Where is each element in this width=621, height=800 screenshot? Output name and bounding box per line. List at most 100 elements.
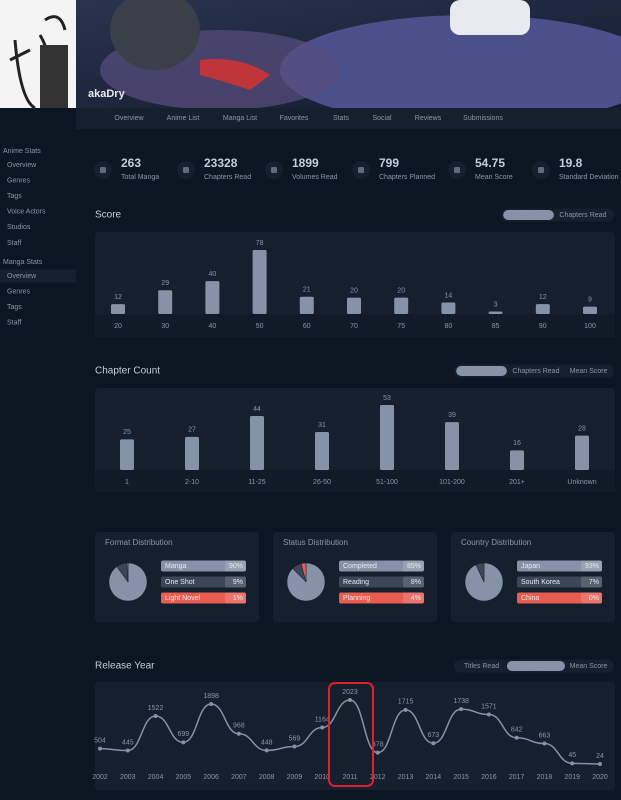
- sidebar-link[interactable]: Tags: [7, 193, 22, 200]
- x-tick-label: 2003: [120, 774, 136, 781]
- toggle[interactable]: Chapters Read: [559, 212, 606, 219]
- card-title: Country Distribution: [461, 538, 531, 547]
- line-point: [514, 735, 519, 740]
- x-tick-label: 30: [161, 323, 169, 330]
- x-tick-label: 2018: [537, 774, 553, 781]
- toggle[interactable]: Titles Read: [511, 212, 546, 219]
- line-point: [236, 731, 241, 736]
- stat-value: 1899: [292, 156, 319, 170]
- value-label: 9: [588, 296, 592, 303]
- x-tick-label: 51-100: [376, 479, 398, 486]
- x-tick-label: 2010: [314, 774, 330, 781]
- panel: [95, 388, 615, 492]
- sidebar-link[interactable]: Genres: [7, 288, 30, 295]
- legend-label: Planning: [343, 595, 370, 602]
- value-label: 504: [94, 737, 106, 744]
- panel: [95, 232, 615, 337]
- legend-value: 0%: [589, 595, 599, 602]
- x-tick-label: 20: [114, 323, 122, 330]
- stat-value: 19.8: [559, 156, 583, 170]
- sidebar-link[interactable]: Studios: [7, 224, 31, 231]
- stat-icon-glyph: [100, 167, 106, 173]
- line-point: [209, 702, 214, 707]
- x-tick-label: 101-200: [439, 479, 465, 486]
- nav-link[interactable]: Reviews: [415, 115, 442, 122]
- value-label: 699: [177, 731, 189, 738]
- x-tick-label: 2015: [453, 774, 469, 781]
- value-label: 378: [372, 742, 384, 749]
- stat-value: 263: [121, 156, 141, 170]
- x-tick-label: 2006: [203, 774, 219, 781]
- value-label: 2023: [342, 689, 358, 696]
- toggle[interactable]: Chapters Read: [512, 368, 559, 375]
- x-tick-label: 2012: [370, 774, 386, 781]
- value-label: 53: [383, 395, 391, 402]
- legend-label: One Shot: [165, 579, 195, 586]
- nav-link[interactable]: Favorites: [280, 115, 309, 122]
- value-label: 673: [427, 732, 439, 739]
- legend-row: [161, 592, 246, 604]
- panel-foot: [95, 470, 615, 492]
- legend-row: [339, 560, 424, 572]
- toggle[interactable]: Mean Score: [570, 663, 608, 670]
- value-label: 78: [256, 240, 264, 247]
- toggle[interactable]: Titles Read: [464, 663, 499, 670]
- banner-art: [280, 15, 621, 125]
- bar: [205, 281, 220, 314]
- value-label: 1898: [203, 693, 219, 700]
- nav-link[interactable]: Social: [372, 115, 392, 122]
- legend-value-box: [403, 560, 424, 572]
- x-tick-label: 2019: [564, 774, 580, 781]
- stat-icon-glyph: [183, 167, 189, 173]
- x-tick-label: 85: [492, 323, 500, 330]
- line-point: [320, 725, 325, 730]
- value-label: 21: [303, 287, 311, 294]
- value-label: 1164: [315, 716, 330, 723]
- legend-value: 85%: [407, 563, 421, 570]
- value-label: 20: [397, 287, 405, 294]
- x-tick-label: 2004: [148, 774, 164, 781]
- sidebar-link[interactable]: Overview: [7, 162, 37, 169]
- stat-value: 54.75: [475, 156, 505, 170]
- x-tick-label: 2-10: [185, 479, 199, 486]
- legend-label: Japan: [521, 563, 540, 570]
- line-point: [153, 714, 158, 719]
- toggle[interactable]: Mean Score: [570, 368, 608, 375]
- stat-icon-glyph: [358, 167, 364, 173]
- bar: [347, 297, 361, 314]
- panel-foot: [95, 314, 615, 337]
- sidebar-link[interactable]: Voice Actors: [7, 209, 46, 216]
- nav-link[interactable]: Submissions: [463, 115, 503, 122]
- nav-link[interactable]: Manga List: [223, 115, 257, 122]
- sidebar-link[interactable]: Overview: [7, 273, 37, 280]
- value-label: 1522: [148, 705, 164, 712]
- stat-icon-glyph: [271, 167, 277, 173]
- nav-link[interactable]: Overview: [114, 115, 144, 122]
- legend-row: [517, 592, 602, 604]
- x-tick-label: 11-25: [248, 479, 265, 486]
- sidebar-link[interactable]: Staff: [7, 320, 21, 327]
- banner-art: [110, 0, 200, 70]
- stat-icon-glyph: [454, 167, 460, 173]
- username: akaDry: [88, 88, 126, 100]
- value-label: 569: [289, 735, 301, 742]
- value-label: 39: [448, 412, 456, 419]
- toggle[interactable]: Titles Read: [464, 368, 499, 375]
- bar: [299, 296, 314, 314]
- x-tick-label: 2013: [398, 774, 414, 781]
- legend-value-box: [581, 592, 602, 604]
- value-label: 20: [350, 287, 358, 294]
- sidebar-link[interactable]: Genres: [7, 177, 30, 184]
- nav-link[interactable]: Stats: [333, 115, 349, 122]
- x-tick-label: 2007: [231, 774, 247, 781]
- stat-value: 799: [379, 156, 399, 170]
- value-label: 44: [253, 406, 261, 413]
- legend-row: [339, 576, 424, 588]
- x-tick-label: 26-50: [313, 479, 331, 486]
- sidebar-link[interactable]: Staff: [7, 240, 21, 247]
- sidebar-link[interactable]: Tags: [7, 304, 22, 311]
- toggle[interactable]: Chapters Read: [512, 663, 559, 670]
- legend-value-box: [581, 560, 602, 572]
- value-label: 45: [568, 752, 576, 759]
- nav-link[interactable]: Anime List: [167, 115, 200, 122]
